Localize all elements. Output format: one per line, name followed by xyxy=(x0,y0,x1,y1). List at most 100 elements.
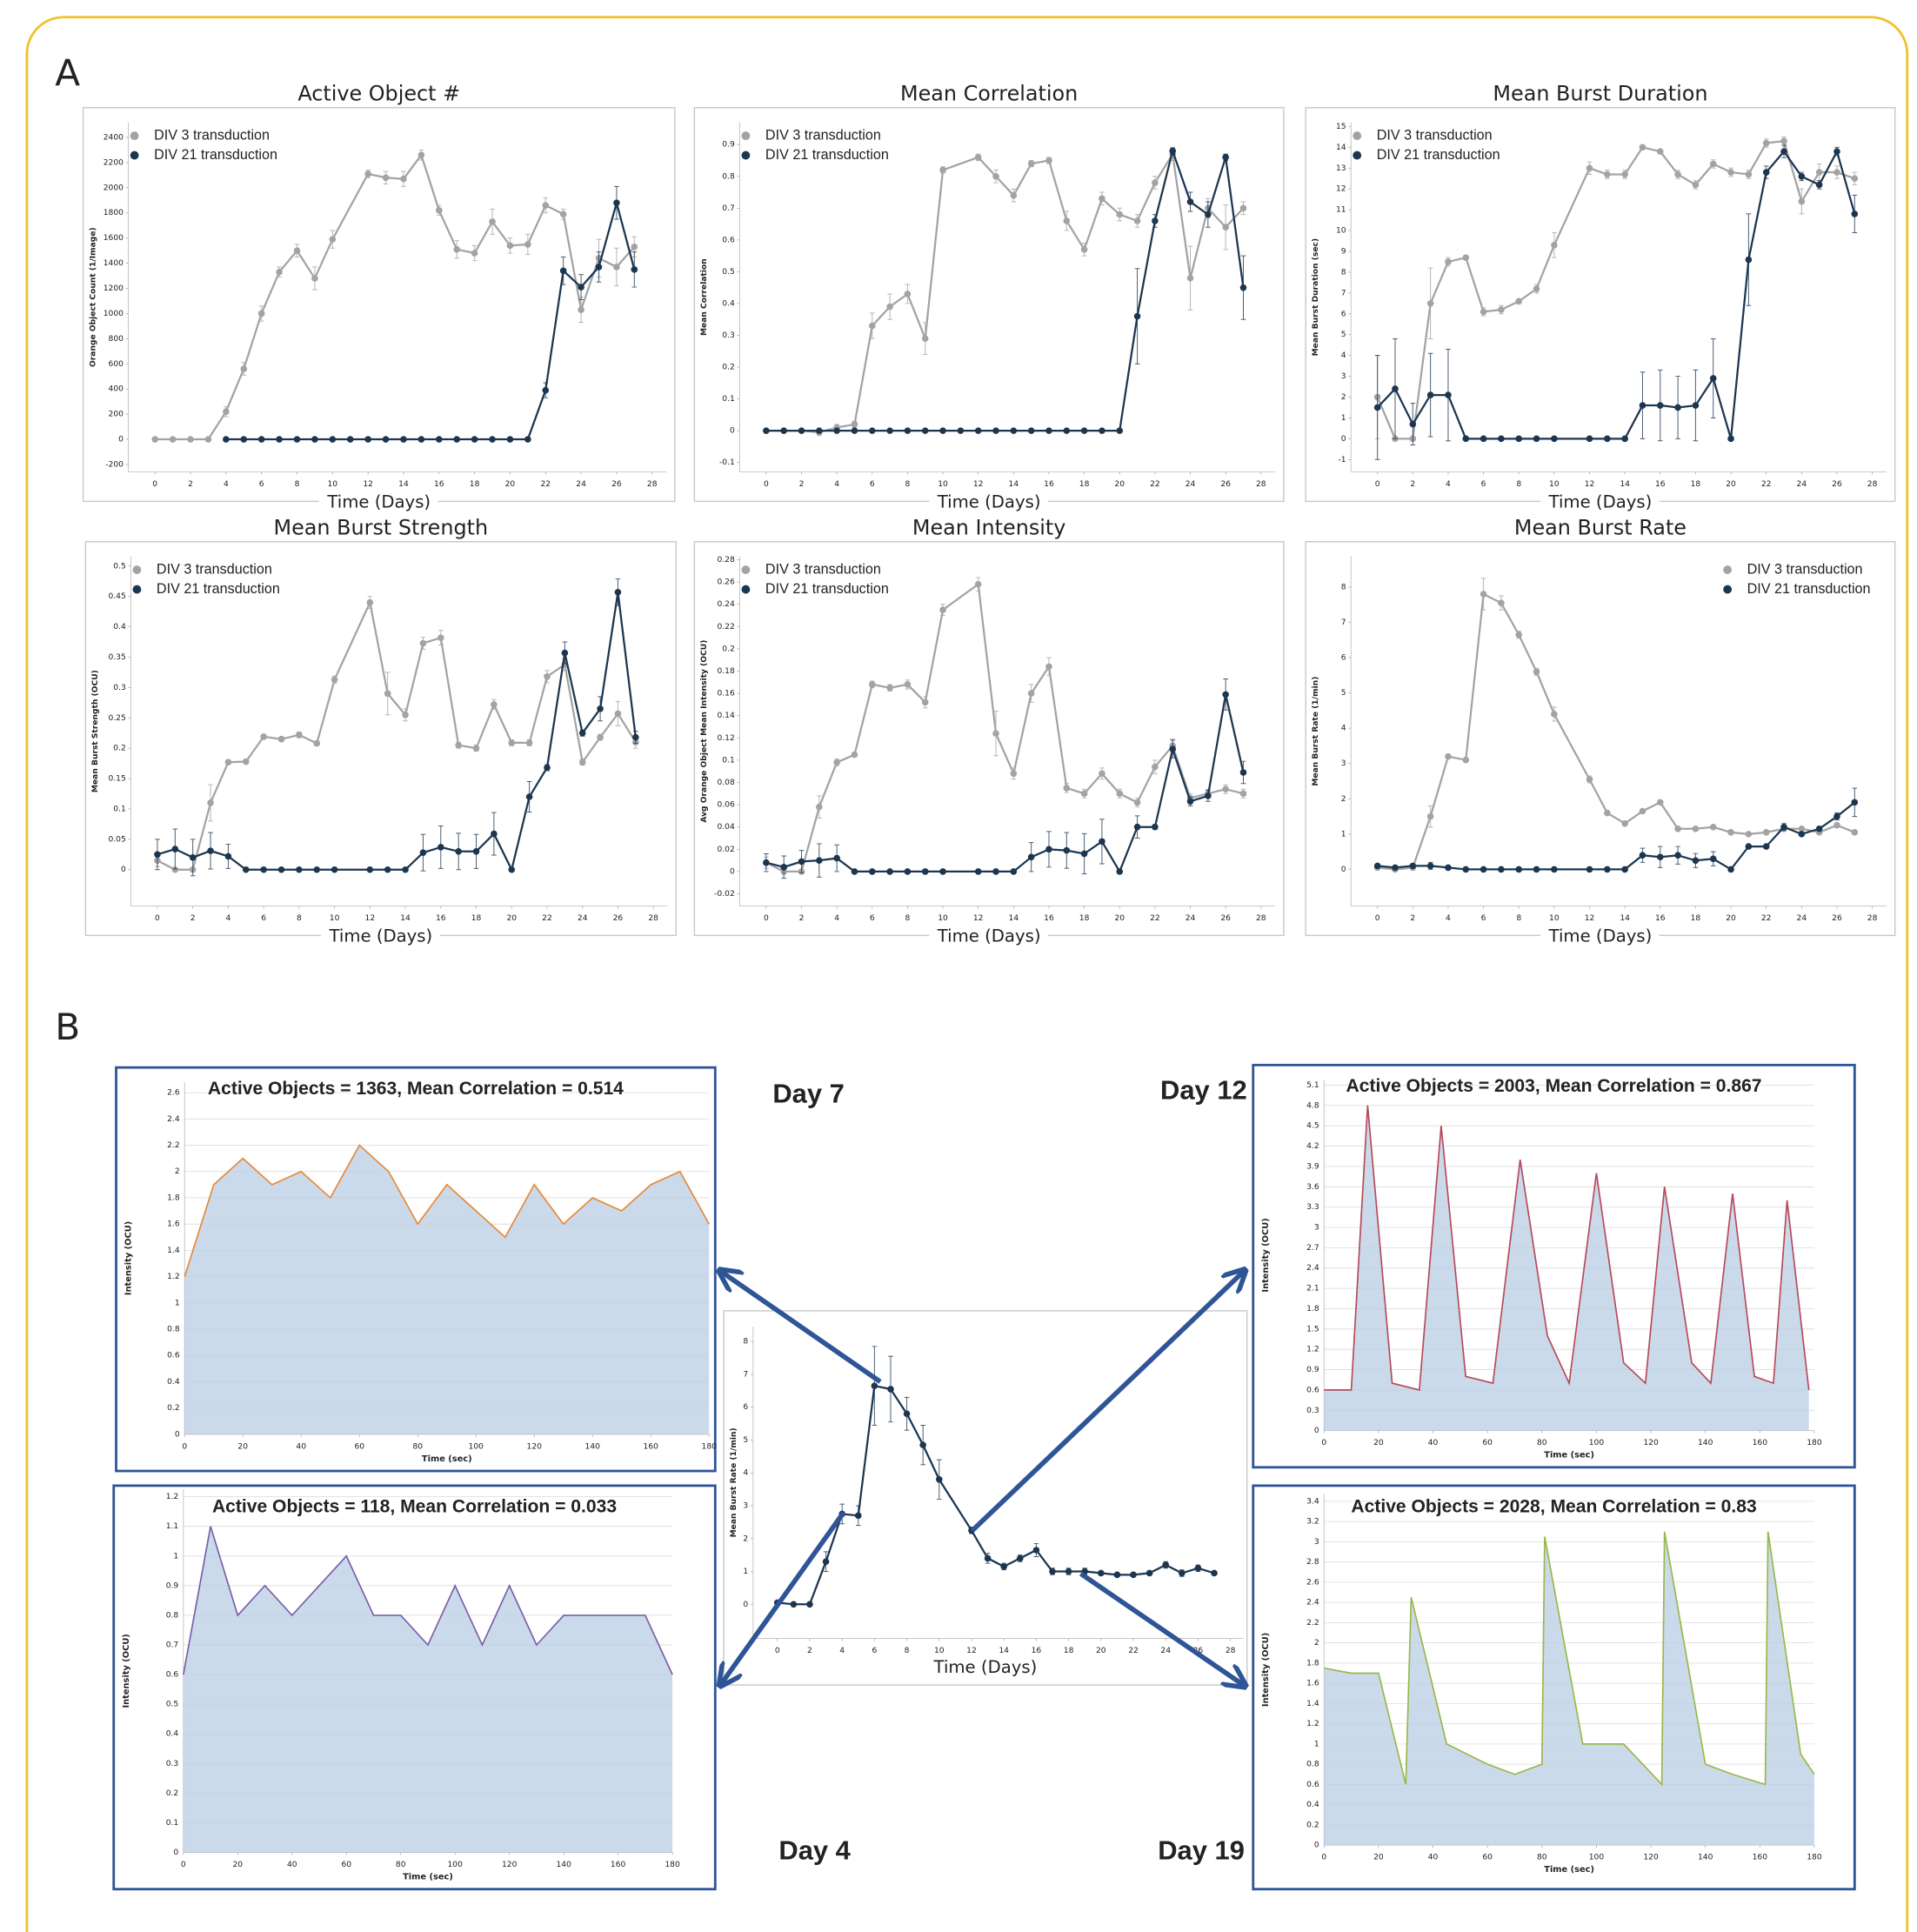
data-point xyxy=(1551,866,1558,873)
y-tick-label: 2 xyxy=(1314,1639,1319,1648)
data-point xyxy=(508,866,516,873)
y-tick-label: 3.4 xyxy=(1306,1497,1319,1506)
x-tick-label: 12 xyxy=(1585,914,1595,923)
y-tick-label: -1 xyxy=(1338,456,1346,465)
data-point xyxy=(1709,823,1717,831)
chart-frame xyxy=(693,107,1285,503)
legend-marker xyxy=(741,565,751,575)
data-point xyxy=(471,436,478,443)
y-tick-label: 13 xyxy=(1336,164,1346,173)
series-line xyxy=(765,150,1245,434)
x-tick-label: 12 xyxy=(365,914,376,923)
y-tick-label: 1.6 xyxy=(167,1220,180,1229)
data-point xyxy=(1834,169,1840,176)
data-point xyxy=(257,310,265,318)
y-tick-label: 0 xyxy=(1341,435,1346,444)
y-tick-label: 0.5 xyxy=(166,1701,179,1709)
data-point xyxy=(921,335,929,342)
data-point xyxy=(1392,385,1399,392)
data-point xyxy=(919,1441,926,1448)
y-axis-title: Mean Correlation xyxy=(700,258,709,336)
data-point xyxy=(1000,1563,1007,1570)
y-tick-label: 0.7 xyxy=(166,1641,179,1650)
chart-title: Mean Burst Strength xyxy=(274,515,489,539)
x-axis-title: Time (Days) xyxy=(1548,491,1653,511)
data-point xyxy=(1409,862,1417,870)
annotation: Day 4 xyxy=(778,1835,851,1866)
x-tick-label: 20 xyxy=(1114,914,1125,923)
data-point xyxy=(508,739,516,746)
data-point xyxy=(1445,752,1452,760)
data-point xyxy=(204,436,212,443)
x-tick-label: 28 xyxy=(647,480,658,489)
data-point xyxy=(1239,204,1247,212)
x-tick-label: 60 xyxy=(341,1861,351,1869)
data-point xyxy=(816,803,823,811)
legend-label: DIV 21 transduction xyxy=(154,147,277,163)
x-tick-label: 20 xyxy=(1373,1439,1384,1447)
legend-marker xyxy=(132,585,142,594)
data-point xyxy=(632,733,639,741)
y-tick-label: 0.8 xyxy=(166,1611,179,1620)
data-point xyxy=(506,436,514,443)
data-point xyxy=(1152,763,1159,771)
x-tick-label: 0 xyxy=(1375,480,1380,489)
x-tick-label: 10 xyxy=(938,480,948,489)
x-tick-label: 0 xyxy=(155,914,160,923)
chart-title-bg xyxy=(892,81,1085,106)
chart-title: Active Objects = 2028, Mean Correlation … xyxy=(1351,1497,1756,1517)
data-point xyxy=(277,866,285,873)
y-tick-label: 0.8 xyxy=(1306,1761,1319,1769)
data-point xyxy=(471,250,478,257)
data-point xyxy=(939,606,946,613)
x-tick-label: 20 xyxy=(1114,480,1125,489)
data-point xyxy=(1551,242,1558,249)
data-point xyxy=(1586,164,1593,172)
data-point xyxy=(780,427,787,434)
y-tick-label: 3.2 xyxy=(1306,1518,1319,1527)
data-point xyxy=(597,733,604,741)
data-point xyxy=(1045,663,1052,671)
x-tick-label: 14 xyxy=(1009,480,1019,489)
y-tick-label: 0.24 xyxy=(717,600,735,609)
x-tick-label: 120 xyxy=(1643,1854,1659,1862)
data-point xyxy=(868,322,876,330)
y-tick-label: 0.6 xyxy=(166,1671,179,1680)
data-point xyxy=(780,864,787,871)
x-tick-label: 180 xyxy=(702,1442,718,1451)
x-tick-label: 120 xyxy=(502,1861,518,1869)
data-point xyxy=(904,868,912,875)
data-point xyxy=(524,436,531,443)
data-point xyxy=(1222,224,1229,231)
data-point xyxy=(886,427,893,434)
x-tick-label: 4 xyxy=(834,480,839,489)
y-tick-label: 2.2 xyxy=(1306,1619,1319,1628)
y-tick-label: 0.05 xyxy=(108,835,126,844)
data-point xyxy=(559,211,567,217)
data-point xyxy=(904,427,912,434)
x-tick-label: 2 xyxy=(190,914,196,923)
x-tick-label: 16 xyxy=(1044,914,1054,923)
y-tick-label: 0.1 xyxy=(722,395,735,404)
x-tick-label: 6 xyxy=(870,480,875,489)
data-point xyxy=(1099,195,1105,203)
y-tick-label: 2.7 xyxy=(1306,1244,1319,1253)
y-axis-title: Mean Burst Rate (1/min) xyxy=(730,1427,738,1537)
data-point xyxy=(1533,866,1540,873)
data-point xyxy=(871,1382,878,1389)
data-point xyxy=(313,866,321,873)
data-point xyxy=(400,175,407,183)
y-tick-label: 1.8 xyxy=(1306,1659,1319,1668)
y-tick-label: 1400 xyxy=(104,259,124,268)
data-point xyxy=(886,868,893,875)
x-axis-title: Time (Days) xyxy=(933,1657,1038,1677)
data-point xyxy=(597,705,604,712)
y-tick-label: 8 xyxy=(1341,268,1346,277)
x-tick-label: 28 xyxy=(1226,1647,1236,1655)
y-tick-label: 1000 xyxy=(104,310,124,318)
y-tick-label: 1.5 xyxy=(1306,1325,1319,1334)
data-point xyxy=(240,436,248,443)
trace-fill xyxy=(1324,1105,1809,1431)
data-point xyxy=(1727,169,1734,176)
x-tick-label: 20 xyxy=(505,480,516,489)
